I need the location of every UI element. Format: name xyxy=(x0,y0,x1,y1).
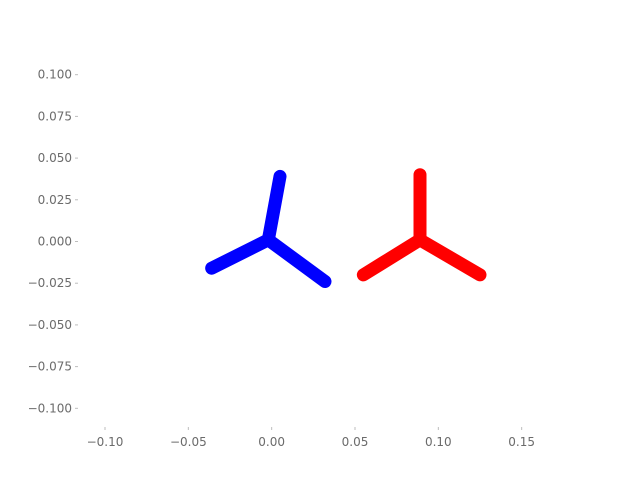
y-tick-label: 0.025 xyxy=(38,193,72,207)
series-layer xyxy=(205,168,487,289)
y-axis: 0.100 0.075 0.050 0.025 0.000 −0.025 −0.050 −0.… xyxy=(28,68,78,415)
series-arm xyxy=(413,233,487,282)
x-tick-label: −0.10 xyxy=(87,435,124,449)
x-tick-label: 0.00 xyxy=(258,435,285,449)
y-tick-label: −0.100 xyxy=(28,401,72,415)
x-tick-label: 0.10 xyxy=(425,435,452,449)
x-axis: −0.10 −0.05 0.00 0.05 0.10 0.15 xyxy=(87,427,535,449)
x-tick-label: −0.05 xyxy=(170,435,207,449)
series-arm xyxy=(261,233,332,289)
y-tick-label: 0.000 xyxy=(38,235,72,249)
series-0 xyxy=(205,169,332,289)
series-1 xyxy=(356,168,487,282)
y-tick-label: −0.050 xyxy=(28,318,72,332)
x-tick-label: 0.15 xyxy=(508,435,535,449)
y-tick-label: −0.025 xyxy=(28,276,72,290)
series-arm xyxy=(356,233,427,282)
y-tick-label: −0.075 xyxy=(28,360,72,374)
y-tick-label: 0.100 xyxy=(38,68,72,82)
y-tick-label: 0.075 xyxy=(38,109,72,123)
series-arm xyxy=(205,233,275,275)
x-tick-label: 0.05 xyxy=(342,435,369,449)
series-arm xyxy=(261,169,287,247)
y-tick-label: 0.050 xyxy=(38,151,72,165)
